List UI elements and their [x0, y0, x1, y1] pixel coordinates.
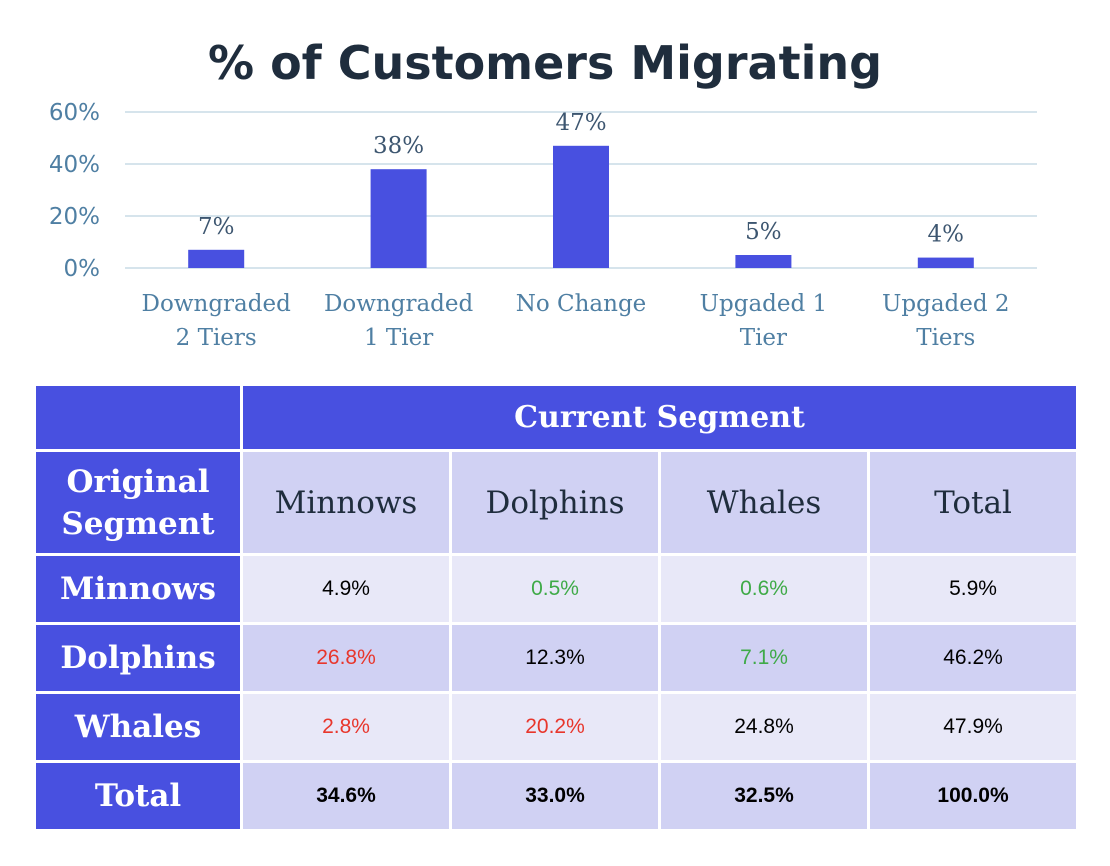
table-cell: 46.2% [866, 622, 1080, 694]
category-label: Tier [740, 325, 787, 351]
bar [188, 249, 245, 268]
table-cell: 4.9% [240, 553, 452, 625]
data-label: 7% [198, 214, 235, 240]
y-tick-label: 60% [49, 100, 100, 126]
row-header: Minnows [33, 553, 243, 625]
data-label: 5% [745, 219, 782, 245]
data-label: 4% [928, 222, 965, 248]
category-label: 2 Tiers [176, 325, 257, 351]
bar [553, 145, 609, 268]
migration-matrix: Current Segment Original Segment Minnows… [33, 383, 1080, 832]
table-cell: 2.8% [240, 691, 452, 763]
original-segment-label-line1: Original [66, 463, 210, 500]
column-header-minnows: Minnows [240, 449, 452, 556]
original-segment-label-line2: Segment [61, 505, 215, 542]
table-cell: 33.0% [449, 760, 661, 832]
table-cell: 32.5% [658, 760, 870, 832]
table-row: Dolphins 26.8% 12.3% 7.1% 46.2% [33, 622, 1080, 694]
current-segment-header: Current Segment [239, 383, 1080, 452]
category-label: Downgraded [324, 291, 474, 317]
bar [735, 255, 792, 268]
row-header: Total [33, 760, 243, 832]
corner-blank-cell [33, 383, 243, 452]
original-segment-header: Original Segment [33, 449, 243, 556]
table-cell: 7.1% [658, 622, 870, 694]
table-row: Minnows 4.9% 0.5% 0.6% 5.9% [33, 553, 1080, 625]
table-cell: 5.9% [866, 553, 1080, 625]
column-header-total: Total [866, 449, 1080, 556]
category-label: No Change [516, 291, 647, 317]
data-label: 38% [373, 133, 424, 159]
column-header-dolphins: Dolphins [449, 449, 661, 556]
table-row: Whales 2.8% 20.2% 24.8% 47.9% [33, 691, 1080, 763]
table-cell: 0.5% [449, 553, 661, 625]
row-header: Dolphins [33, 622, 243, 694]
table-cell: 12.3% [449, 622, 661, 694]
category-label: Upgaded 2 [882, 291, 1010, 317]
row-header: Whales [33, 691, 243, 763]
y-tick-label: 0% [64, 256, 101, 282]
y-tick-label: 20% [49, 204, 100, 230]
bar-chart: 0% 20% 40% 60% 7% Downgraded 2 Tiers 38% Downgra… [49, 100, 1037, 351]
category-label: Downgraded [142, 291, 292, 317]
data-label: 47% [555, 110, 606, 136]
table-cell: 34.6% [240, 760, 452, 832]
category-label: Tiers [916, 325, 975, 351]
table-row: Total 34.6% 33.0% 32.5% 100.0% [33, 760, 1080, 832]
chart-title: % of Customers Migrating [207, 36, 883, 90]
y-tick-label: 40% [49, 152, 100, 178]
table-cell: 100.0% [866, 760, 1080, 832]
bar [917, 257, 974, 268]
category-label: 1 Tier [364, 325, 433, 351]
table-cell: 24.8% [658, 691, 870, 763]
table-cell: 0.6% [658, 553, 870, 625]
column-header-whales: Whales [658, 449, 870, 556]
table-cell: 20.2% [449, 691, 661, 763]
category-label: Upgaded 1 [700, 291, 828, 317]
table-cell: 26.8% [240, 622, 452, 694]
table-cell: 47.9% [866, 691, 1080, 763]
bar [370, 169, 427, 268]
